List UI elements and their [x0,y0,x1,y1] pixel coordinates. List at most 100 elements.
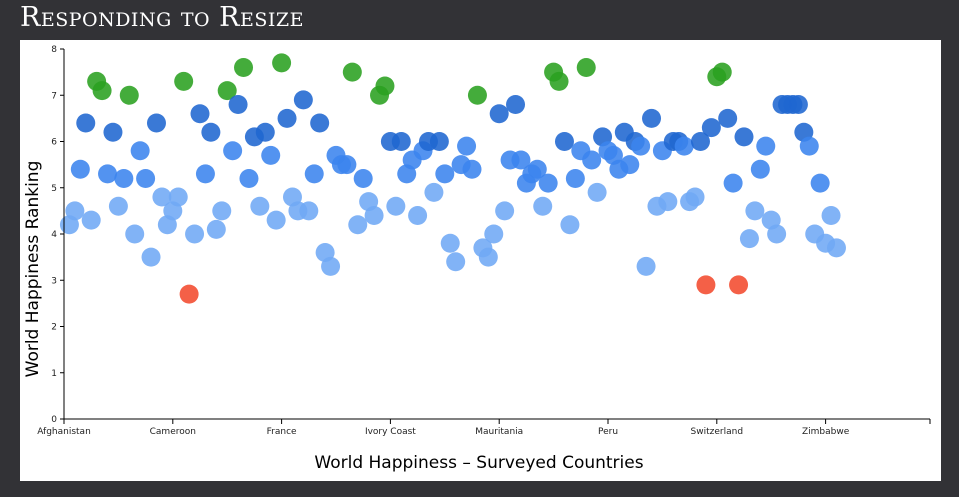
data-point[interactable] [723,173,743,193]
data-point[interactable] [489,104,509,124]
data-point[interactable] [348,215,368,235]
data-point[interactable] [321,256,341,276]
data-point[interactable] [729,275,749,295]
data-point[interactable] [239,169,259,188]
data-point[interactable] [440,233,460,253]
data-point[interactable] [462,159,482,179]
data-point[interactable] [119,85,139,105]
data-point[interactable] [734,127,754,147]
data-point[interactable] [299,201,319,221]
data-point[interactable] [98,164,118,184]
data-point[interactable] [174,71,194,91]
data-point[interactable] [457,136,477,156]
data-point[interactable] [272,53,292,73]
data-point[interactable] [114,169,134,188]
data-point[interactable] [549,71,569,91]
data-point[interactable] [642,108,662,128]
data-point[interactable] [788,95,808,114]
data-point[interactable] [538,173,558,193]
data-point[interactable] [266,210,286,230]
data-point[interactable] [364,206,384,225]
data-point[interactable] [146,113,166,133]
data-point[interactable] [234,58,254,77]
data-point[interactable] [429,132,449,151]
data-point[interactable] [745,201,765,221]
data-point[interactable] [506,95,526,114]
data-point[interactable] [293,90,313,110]
data-point[interactable] [92,81,112,101]
data-point[interactable] [223,141,243,161]
data-point[interactable] [484,224,504,244]
data-point[interactable] [424,182,444,202]
data-point[interactable] [310,113,330,133]
data-point[interactable] [685,187,705,207]
data-point[interactable] [81,210,101,230]
data-point[interactable] [527,159,547,179]
data-point[interactable] [408,206,428,225]
data-point[interactable] [631,136,651,156]
data-point[interactable] [212,201,232,221]
data-point[interactable] [108,196,128,216]
data-point[interactable] [228,95,248,114]
data-point[interactable] [587,182,607,202]
data-point[interactable] [201,122,221,142]
data-point[interactable] [255,122,275,142]
data-point[interactable] [141,247,161,267]
data-point[interactable] [185,224,205,244]
data-point[interactable] [511,150,531,170]
data-point[interactable] [70,159,90,179]
data-point[interactable] [261,145,281,165]
data-point[interactable] [152,187,172,207]
data-point[interactable] [767,224,787,244]
data-point[interactable] [375,76,395,96]
data-point[interactable] [467,85,487,105]
data-point[interactable] [277,108,297,128]
data-point[interactable] [565,169,585,188]
data-point[interactable] [560,215,580,235]
data-point[interactable] [821,206,841,225]
data-point[interactable] [495,201,515,221]
data-point[interactable] [620,155,640,175]
data-point[interactable] [168,187,188,207]
data-point[interactable] [206,219,226,239]
data-point[interactable] [554,132,574,151]
data-point[interactable] [103,122,123,142]
data-point[interactable] [179,284,199,304]
data-point[interactable] [712,62,732,82]
data-point[interactable] [65,201,85,221]
data-point[interactable] [658,192,678,212]
data-point[interactable] [701,118,721,138]
data-point[interactable] [810,173,830,193]
data-point[interactable] [799,136,819,156]
data-point[interactable] [435,164,455,184]
data-point[interactable] [739,229,759,249]
data-point[interactable] [136,169,156,188]
data-point[interactable] [690,132,710,151]
y-tick-label: 5 [51,184,57,194]
data-point[interactable] [250,196,270,216]
data-point[interactable] [337,155,357,175]
data-point[interactable] [582,150,602,170]
data-point[interactable] [353,169,373,188]
data-point[interactable] [190,104,210,124]
data-point[interactable] [130,141,150,161]
data-point[interactable] [826,238,846,258]
data-point[interactable] [696,275,716,295]
data-point[interactable] [750,159,770,179]
data-point[interactable] [446,252,466,272]
data-point[interactable] [76,113,96,133]
data-point[interactable] [576,58,596,77]
data-point[interactable] [217,81,237,101]
data-point[interactable] [304,164,324,184]
data-point[interactable] [342,62,362,82]
data-point[interactable] [674,136,694,156]
data-point[interactable] [391,132,411,151]
data-point[interactable] [636,256,656,276]
data-point[interactable] [756,136,776,156]
data-point[interactable] [195,164,215,184]
data-point[interactable] [125,224,145,244]
data-point[interactable] [533,196,553,216]
data-point[interactable] [478,247,498,267]
data-point[interactable] [718,108,738,128]
data-point[interactable] [386,196,406,216]
